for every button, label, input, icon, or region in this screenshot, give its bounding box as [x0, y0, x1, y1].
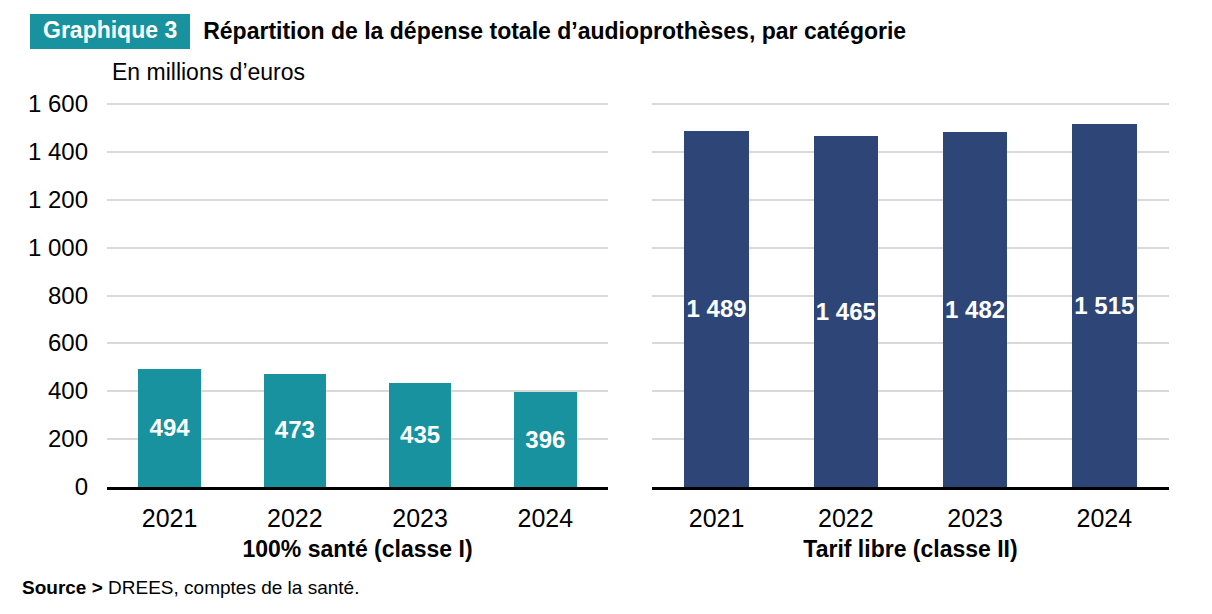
y-tick-label: 800: [48, 282, 88, 310]
x-tick-label: 2022: [267, 504, 323, 533]
bar-2023: 1 482: [943, 132, 1008, 487]
gridline: [107, 247, 608, 249]
y-tick-label: 0: [75, 473, 88, 501]
figure-title: Répartition de la dépense totale d’audio…: [203, 18, 906, 45]
x-tick-label: 2024: [518, 504, 574, 533]
bar-value-label: 435: [383, 421, 458, 449]
x-tick-label: 2021: [689, 504, 745, 533]
bar-2022: 1 465: [814, 136, 879, 487]
x-tick-label: 2022: [818, 504, 874, 533]
bar-value-label: 1 482: [937, 296, 1014, 324]
bar-2022: 473: [264, 374, 327, 487]
figure-badge: Graphique 3: [30, 14, 190, 49]
bar-2024: 396: [514, 392, 577, 487]
bar-2023: 435: [389, 383, 452, 487]
bar-value-label: 1 465: [808, 298, 885, 326]
y-tick-label: 200: [48, 425, 88, 453]
y-axis: 1 6001 4001 2001 0008006004002000: [0, 104, 88, 487]
x-tick-label: 2023: [947, 504, 1003, 533]
bar-value-label: 494: [132, 414, 207, 442]
source-line: Source > DREES, comptes de la santé.: [22, 577, 359, 599]
gridline: [107, 103, 608, 105]
gridline: [107, 199, 608, 201]
x-tick-label: 2021: [142, 504, 198, 533]
gridline: [107, 342, 608, 344]
chart-classe-1: 4942021473202243520233962024: [107, 104, 608, 490]
x-tick-label: 2024: [1077, 504, 1133, 533]
y-axis-unit-label: En millions d’euros: [112, 59, 305, 86]
chart-classe-2: 1 48920211 46520221 48220231 5152024: [652, 104, 1169, 490]
bar-value-label: 396: [508, 426, 583, 454]
y-tick-label: 1 200: [28, 186, 88, 214]
bar-value-label: 473: [258, 416, 333, 444]
y-tick-label: 1 600: [28, 90, 88, 118]
y-tick-label: 600: [48, 329, 88, 357]
figure: Graphique 3 Répartition de la dépense to…: [0, 0, 1212, 614]
gridline: [107, 295, 608, 297]
bar-2024: 1 515: [1072, 124, 1137, 487]
chart-classe-1-caption: 100% santé (classe I): [107, 536, 608, 563]
x-tick-label: 2023: [392, 504, 448, 533]
gridline: [652, 103, 1169, 105]
y-tick-label: 1 400: [28, 138, 88, 166]
bar-value-label: 1 515: [1066, 292, 1143, 320]
figure-header: Graphique 3 Répartition de la dépense to…: [30, 14, 906, 49]
y-tick-label: 400: [48, 377, 88, 405]
bar-2021: 494: [138, 369, 201, 487]
gridline: [107, 151, 608, 153]
bar-value-label: 1 489: [678, 295, 755, 323]
source-text: DREES, comptes de la santé.: [103, 577, 360, 598]
y-tick-label: 1 000: [28, 234, 88, 262]
source-label: Source >: [22, 577, 103, 598]
bar-2021: 1 489: [684, 131, 749, 487]
chart-classe-2-caption: Tarif libre (classe II): [652, 536, 1169, 563]
